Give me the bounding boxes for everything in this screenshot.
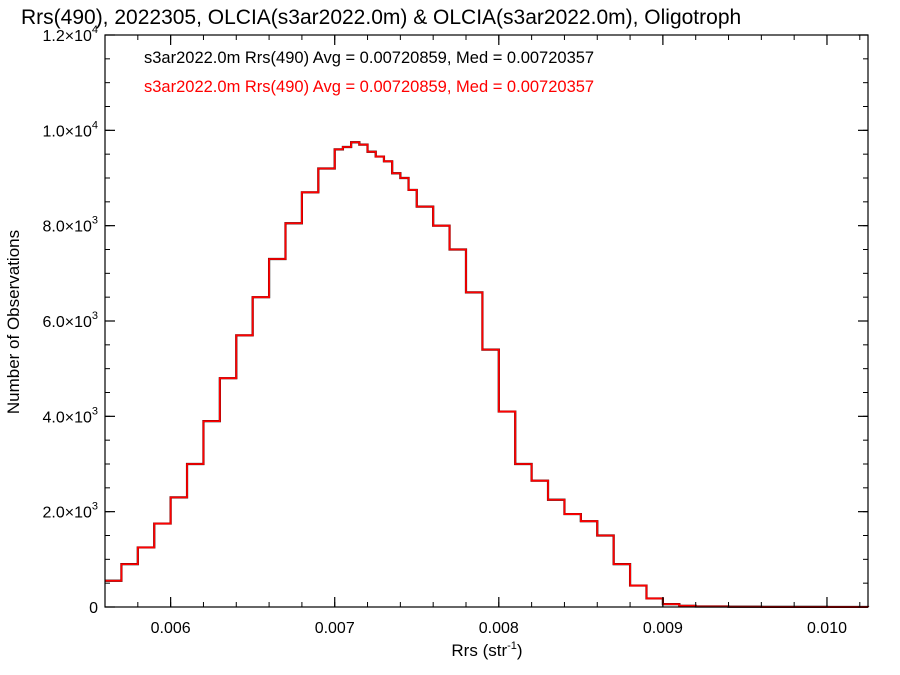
y-tick-exponent: 3 <box>92 501 98 513</box>
legend-entry-black: s3ar2022.0m Rrs(490) Avg = 0.00720859, M… <box>144 49 594 67</box>
y-tick-mantissa: 6.0×10 <box>42 314 91 331</box>
y-tick-label: 8.0×103 <box>42 215 98 236</box>
y-tick-label: 0 <box>89 600 98 617</box>
x-tick-label: 0.009 <box>643 620 683 637</box>
y-tick-label: 6.0×103 <box>42 310 98 331</box>
y-tick-mantissa: 2.0×10 <box>42 505 91 522</box>
y-tick-exponent: 3 <box>92 310 98 322</box>
y-tick-label: 4.0×103 <box>42 405 98 426</box>
x-axis-label-end: ) <box>517 641 523 660</box>
y-tick-mantissa: 1.2×10 <box>42 28 91 45</box>
chart-title: Rrs(490), 2022305, OLCIA(s3ar2022.0m) & … <box>21 6 741 29</box>
x-tick-label: 0.006 <box>151 620 191 637</box>
y-tick-exponent: 3 <box>92 215 98 227</box>
y-tick-mantissa: 8.0×10 <box>42 219 91 236</box>
y-tick-mantissa: 4.0×10 <box>42 409 91 426</box>
legend: s3ar2022.0m Rrs(490) Avg = 0.00720859, M… <box>144 49 594 96</box>
x-axis-label-text: Rrs (str <box>451 641 507 660</box>
y-axis-label: Number of Observations <box>4 230 23 414</box>
x-tick-label: 0.008 <box>479 620 519 637</box>
legend-entry-red: s3ar2022.0m Rrs(490) Avg = 0.00720859, M… <box>144 78 594 96</box>
x-axis-label-superscript: -1 <box>507 640 517 652</box>
y-tick-exponent: 3 <box>92 405 98 417</box>
y-tick-label: 2.0×103 <box>42 501 98 522</box>
y-tick-label: 1.0×104 <box>42 119 98 140</box>
series-line-1 <box>105 141 869 608</box>
y-tick-mantissa: 0 <box>89 600 98 617</box>
x-axis: 0.006 0.007 0.008 0.009 0.010 <box>104 35 861 637</box>
y-tick-exponent: 4 <box>92 24 98 36</box>
y-axis: 02.0×1034.0×1036.0×1038.0×1031.0×1041.2×… <box>42 24 868 617</box>
y-tick-mantissa: 1.0×10 <box>42 123 91 140</box>
y-tick-exponent: 4 <box>92 119 98 131</box>
x-tick-label: 0.007 <box>315 620 355 637</box>
y-tick-label: 1.2×104 <box>42 24 98 45</box>
x-axis-label: Rrs (str-1) <box>451 640 522 660</box>
series-layer <box>105 141 870 609</box>
x-tick-label: 0.010 <box>807 620 847 637</box>
